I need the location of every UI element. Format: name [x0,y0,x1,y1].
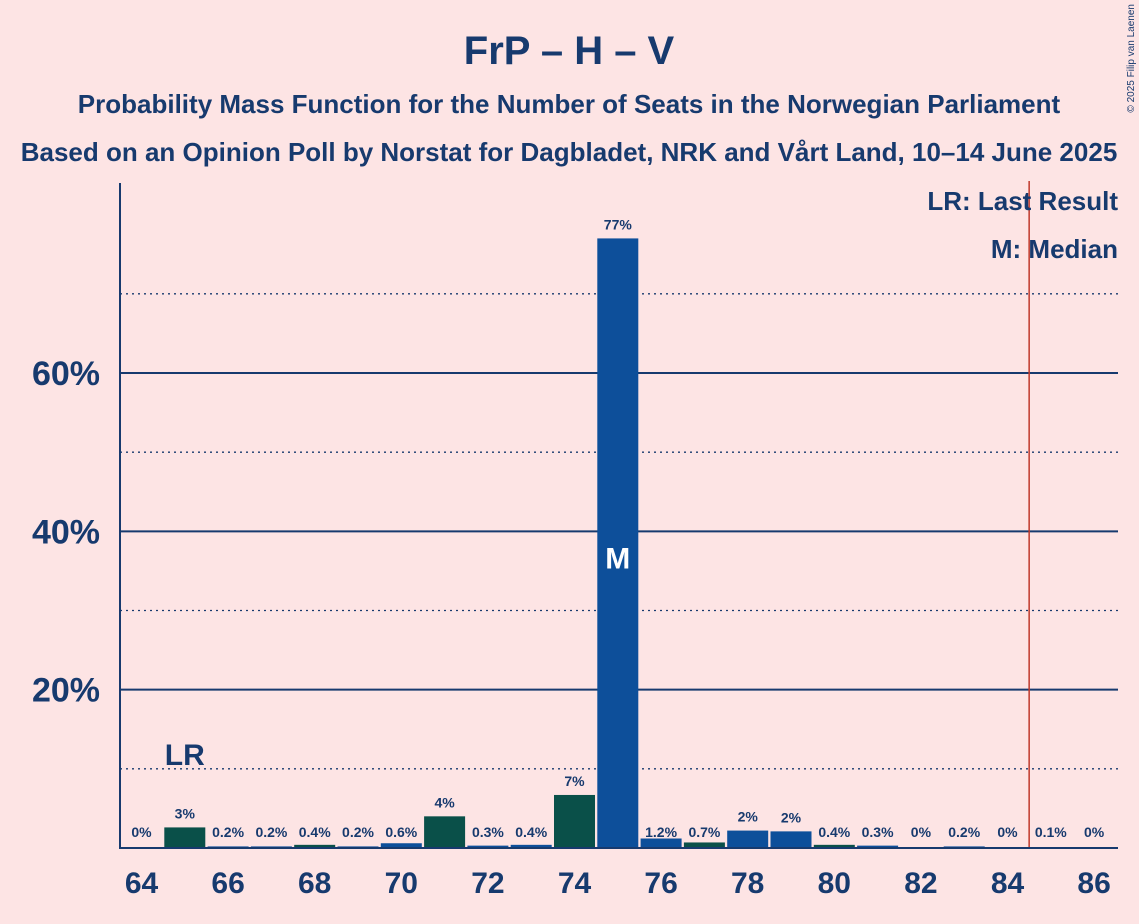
x-tick-label-72: 72 [471,867,504,900]
data-label-seat-79: 2% [781,809,802,825]
data-label-seat-73: 0.4% [515,824,547,840]
legend-median: M: Median [991,234,1118,264]
data-label-seat-69: 0.2% [342,824,374,840]
bars [164,238,1072,848]
data-label-seat-71: 4% [434,794,455,810]
bar-seat-73 [510,844,552,848]
x-tick-label-74: 74 [558,867,592,900]
axes: 20% 40% 60% 64 66 68 70 72 74 76 78 80 82 84 86 [32,181,1118,900]
bar-seat-74 [554,794,595,848]
bar-seat-65 [164,827,206,848]
x-tick-label-80: 80 [818,867,851,900]
x-tick-label-84: 84 [991,867,1025,900]
bar-seat-77 [683,842,725,848]
bar-seat-81 [857,845,899,848]
bar-seat-76 [640,838,682,848]
x-tick-label-70: 70 [385,867,418,900]
data-label-seat-76: 1.2% [645,824,677,840]
bar-seat-79 [770,831,812,848]
data-label-seat-64: 0% [131,824,152,840]
x-tick-label-64: 64 [125,867,159,900]
data-label-seat-78: 2% [738,809,759,825]
data-label-seat-84: 0% [997,824,1018,840]
bar-seat-68 [294,844,336,848]
data-label-seat-67: 0.2% [255,824,287,840]
x-tick-label-66: 66 [211,867,244,900]
data-label-seat-66: 0.2% [212,824,244,840]
y-tick-label-60: 60% [32,355,100,393]
data-label-seat-77: 0.7% [688,824,720,840]
data-label-seat-75: 77% [604,216,633,232]
copyright-text: © 2025 Filip van Laenen [1126,4,1137,113]
data-label-seat-80: 0.4% [818,824,850,840]
bar-seat-71 [424,816,466,848]
data-label-seat-70: 0.6% [385,824,417,840]
bar-seat-78 [727,830,769,848]
bar-seat-75 [597,238,639,848]
y-tick-label-40: 40% [32,513,100,551]
data-label-seat-82: 0% [911,824,932,840]
data-label-seat-72: 0.3% [472,824,504,840]
x-tick-label-78: 78 [731,867,764,900]
chart-subtitle: Probability Mass Function for the Number… [78,89,1061,119]
data-label-seat-68: 0.4% [299,824,331,840]
bar-seat-70 [380,843,422,848]
legend-last-result: LR: Last Result [927,186,1118,216]
x-tick-label-82: 82 [904,867,937,900]
data-label-seat-81: 0.3% [862,824,894,840]
data-label-seat-65: 3% [175,805,196,821]
x-tick-label-86: 86 [1077,867,1110,900]
chart-title: FrP – H – V [464,29,675,73]
last-result-marker: LR [165,739,205,772]
bar-seat-72 [467,845,509,848]
median-marker: M [605,543,630,576]
data-label-seat-85: 0.1% [1035,824,1067,840]
bar-seat-80 [813,844,855,848]
y-tick-label-20: 20% [32,672,100,710]
data-labels: 0% 3% 0.2% 0.2% 0.4% 0.2% 0.6% 4% 0.3% 0.4% 7% 77% 1… [131,216,1104,840]
data-label-seat-83: 0.2% [948,824,980,840]
data-label-seat-86: 0% [1084,824,1105,840]
x-tick-label-68: 68 [298,867,331,900]
chart-subtitle-poll: Based on an Opinion Poll by Norstat for … [21,137,1118,167]
data-label-seat-74: 7% [564,773,585,789]
x-tick-label-76: 76 [644,867,677,900]
